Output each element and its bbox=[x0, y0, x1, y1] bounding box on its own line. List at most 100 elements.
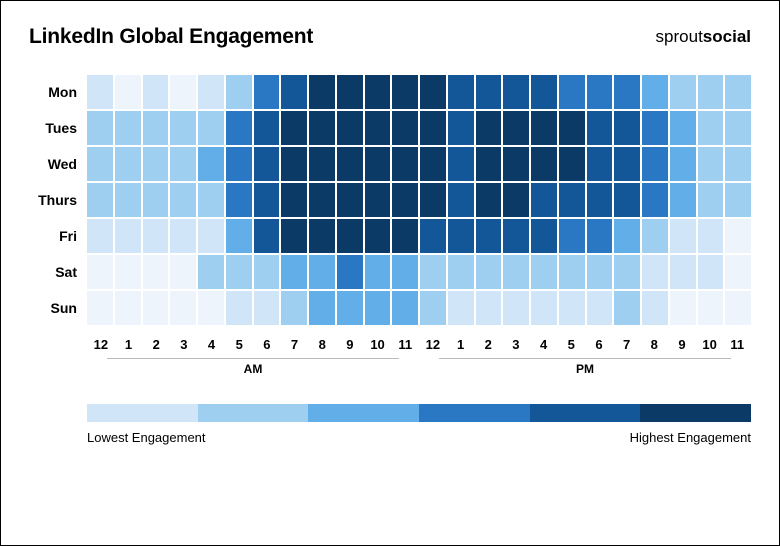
chart-title: LinkedIn Global Engagement bbox=[29, 25, 313, 49]
header: LinkedIn Global Engagement sproutsocial bbox=[29, 25, 751, 49]
heatmap-cell bbox=[448, 111, 474, 145]
heatmap-cell bbox=[448, 183, 474, 217]
hour-label: 11 bbox=[391, 337, 419, 352]
heatmap-cell bbox=[503, 75, 529, 109]
hour-label: 1 bbox=[115, 337, 143, 352]
heatmap-row: Fri bbox=[29, 219, 751, 253]
heatmap-cell bbox=[614, 255, 640, 289]
heatmap: MonTuesWedThursFriSatSun bbox=[29, 75, 751, 327]
heatmap-cell bbox=[309, 75, 335, 109]
heatmap-cell bbox=[254, 255, 280, 289]
heatmap-cell bbox=[503, 183, 529, 217]
heatmap-cell bbox=[392, 147, 418, 181]
heatmap-cells bbox=[87, 183, 751, 217]
heatmap-cell bbox=[531, 75, 557, 109]
heatmap-cell bbox=[170, 219, 196, 253]
heatmap-cell bbox=[143, 147, 169, 181]
heatmap-cell bbox=[281, 75, 307, 109]
heatmap-cell bbox=[559, 219, 585, 253]
hour-label: 12 bbox=[87, 337, 115, 352]
heatmap-cell bbox=[170, 255, 196, 289]
legend-segment bbox=[308, 404, 419, 422]
heatmap-cell bbox=[198, 147, 224, 181]
am-label: AM bbox=[244, 362, 263, 376]
heatmap-cell bbox=[725, 291, 751, 325]
heatmap-cell bbox=[614, 147, 640, 181]
legend-segment bbox=[530, 404, 641, 422]
heatmap-cells bbox=[87, 147, 751, 181]
heatmap-cell bbox=[559, 111, 585, 145]
heatmap-cell bbox=[87, 183, 113, 217]
heatmap-cell bbox=[559, 291, 585, 325]
heatmap-cell bbox=[476, 183, 502, 217]
heatmap-cell bbox=[337, 219, 363, 253]
heatmap-cells bbox=[87, 219, 751, 253]
heatmap-cell bbox=[614, 183, 640, 217]
heatmap-cell bbox=[420, 75, 446, 109]
heatmap-cell bbox=[143, 255, 169, 289]
heatmap-cell bbox=[254, 291, 280, 325]
day-label: Sat bbox=[29, 264, 87, 280]
heatmap-cell bbox=[614, 291, 640, 325]
heatmap-cell bbox=[87, 219, 113, 253]
hour-label: 10 bbox=[364, 337, 392, 352]
heatmap-cell bbox=[503, 219, 529, 253]
heatmap-cell bbox=[115, 255, 141, 289]
hour-label: 9 bbox=[336, 337, 364, 352]
heatmap-cell bbox=[698, 75, 724, 109]
heatmap-row: Mon bbox=[29, 75, 751, 109]
day-label: Fri bbox=[29, 228, 87, 244]
heatmap-cell bbox=[87, 255, 113, 289]
heatmap-cell bbox=[614, 111, 640, 145]
day-label: Tues bbox=[29, 120, 87, 136]
day-label: Mon bbox=[29, 84, 87, 100]
heatmap-cells bbox=[87, 291, 751, 325]
heatmap-cell bbox=[226, 219, 252, 253]
heatmap-cell bbox=[642, 219, 668, 253]
hour-label: 2 bbox=[142, 337, 170, 352]
heatmap-cell bbox=[309, 147, 335, 181]
heatmap-cell bbox=[587, 219, 613, 253]
x-axis-labels: 121234567891011121234567891011 bbox=[87, 337, 751, 352]
heatmap-cell bbox=[642, 75, 668, 109]
heatmap-cell bbox=[226, 75, 252, 109]
heatmap-cell bbox=[115, 219, 141, 253]
heatmap-cell bbox=[642, 291, 668, 325]
heatmap-cell bbox=[698, 147, 724, 181]
heatmap-cell bbox=[365, 291, 391, 325]
heatmap-cell bbox=[198, 219, 224, 253]
heatmap-cell bbox=[170, 75, 196, 109]
heatmap-cell bbox=[725, 147, 751, 181]
heatmap-cell bbox=[531, 183, 557, 217]
hour-label: 3 bbox=[170, 337, 198, 352]
heatmap-cell bbox=[87, 147, 113, 181]
heatmap-cell bbox=[448, 219, 474, 253]
hour-label: 10 bbox=[696, 337, 724, 352]
heatmap-row: Sat bbox=[29, 255, 751, 289]
brand-part2: social bbox=[703, 27, 751, 47]
heatmap-cell bbox=[531, 291, 557, 325]
hour-label: 5 bbox=[557, 337, 585, 352]
heatmap-cell bbox=[198, 255, 224, 289]
heatmap-cell bbox=[87, 111, 113, 145]
legend: Lowest Engagement Highest Engagement bbox=[29, 404, 751, 445]
heatmap-cell bbox=[448, 255, 474, 289]
heatmap-cell bbox=[143, 75, 169, 109]
heatmap-cell bbox=[587, 147, 613, 181]
heatmap-cell bbox=[559, 183, 585, 217]
heatmap-cell bbox=[698, 255, 724, 289]
heatmap-cell bbox=[448, 291, 474, 325]
heatmap-cell bbox=[476, 147, 502, 181]
hour-label: 8 bbox=[640, 337, 668, 352]
heatmap-cell bbox=[309, 183, 335, 217]
am-group: AM bbox=[87, 358, 419, 376]
heatmap-cell bbox=[87, 75, 113, 109]
heatmap-cell bbox=[503, 147, 529, 181]
heatmap-cell bbox=[725, 255, 751, 289]
ampm-row: AM PM bbox=[29, 358, 751, 376]
heatmap-cell bbox=[476, 111, 502, 145]
heatmap-cell bbox=[281, 291, 307, 325]
hour-label: 2 bbox=[474, 337, 502, 352]
heatmap-cell bbox=[281, 183, 307, 217]
heatmap-cell bbox=[503, 111, 529, 145]
